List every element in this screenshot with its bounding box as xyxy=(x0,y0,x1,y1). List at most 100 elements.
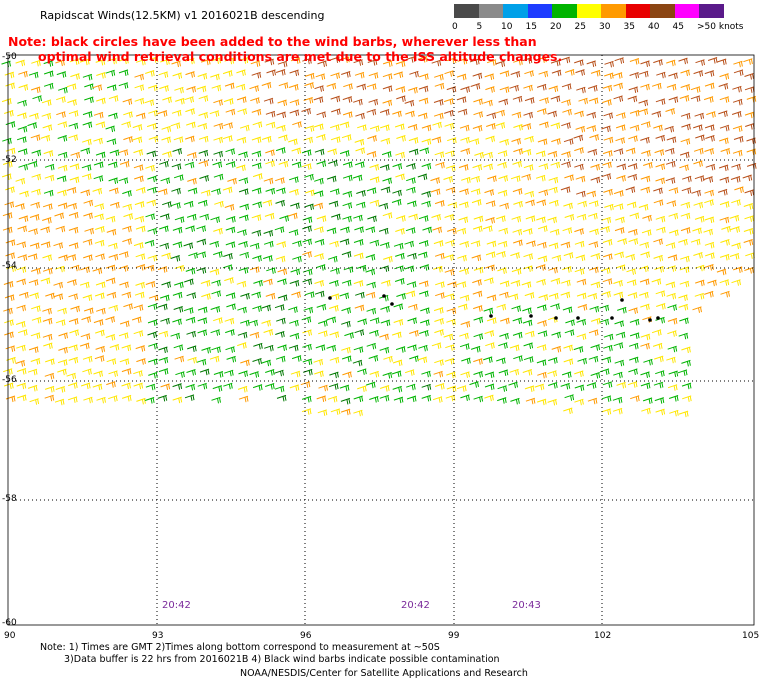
wind-barb xyxy=(108,177,119,184)
wind-barb xyxy=(417,173,428,181)
wind-barb xyxy=(614,57,625,64)
wind-barb xyxy=(408,86,418,94)
wind-barb xyxy=(498,342,508,349)
wind-barb xyxy=(200,189,211,197)
wind-barb xyxy=(393,242,404,250)
wind-barb xyxy=(615,331,626,339)
wind-barb xyxy=(681,359,691,367)
wind-barb xyxy=(446,371,456,379)
wind-barb xyxy=(487,175,497,182)
wind-barb xyxy=(57,368,67,376)
wind-barb xyxy=(744,86,755,93)
wind-barb xyxy=(445,164,456,172)
wind-barb xyxy=(174,281,184,289)
wind-barb xyxy=(314,238,325,246)
wind-barb xyxy=(200,280,211,287)
wind-barb xyxy=(431,59,442,67)
wind-barb xyxy=(303,368,313,376)
wind-barb xyxy=(408,148,419,156)
wind-barb xyxy=(106,358,117,365)
wind-barb xyxy=(30,332,41,339)
wind-barb xyxy=(133,164,144,171)
wind-barb xyxy=(249,85,259,92)
wind-barb xyxy=(81,173,92,180)
wind-barb xyxy=(68,382,78,389)
wind-barb xyxy=(316,160,327,168)
wind-barb xyxy=(225,292,236,299)
wind-barb xyxy=(213,371,224,378)
wind-barb xyxy=(680,112,691,120)
wind-barb xyxy=(640,342,650,350)
wind-barb xyxy=(642,397,653,404)
wind-barb xyxy=(223,382,233,390)
wind-barb xyxy=(629,124,640,132)
wind-barb xyxy=(162,201,172,208)
wind-barb xyxy=(326,316,337,324)
wind-barb xyxy=(445,344,455,351)
wind-barb xyxy=(522,319,533,327)
wind-barb xyxy=(108,112,118,120)
wind-barb xyxy=(198,135,209,143)
wind-barb xyxy=(639,278,650,286)
wind-barb xyxy=(29,214,40,221)
wind-barb xyxy=(396,215,406,222)
wind-barb xyxy=(678,294,688,301)
wind-barb xyxy=(393,303,404,310)
wind-barb xyxy=(356,190,366,197)
wind-barb xyxy=(369,396,379,403)
wind-barb xyxy=(82,294,93,301)
wind-barb xyxy=(695,134,705,142)
wind-barb xyxy=(342,174,353,182)
wind-barb xyxy=(369,176,380,183)
wind-barb xyxy=(19,291,29,299)
wind-barb xyxy=(629,356,639,364)
wind-barb xyxy=(485,264,495,272)
wind-barb xyxy=(18,163,28,171)
wind-barb xyxy=(123,303,133,310)
wind-barb xyxy=(16,394,27,402)
wind-barb xyxy=(561,371,572,378)
wind-barb xyxy=(135,112,146,120)
wind-barb xyxy=(536,278,546,286)
wind-barb xyxy=(95,121,106,128)
wind-barb xyxy=(68,318,79,325)
wind-barb xyxy=(105,316,115,323)
wind-barb xyxy=(500,317,510,325)
wind-barb xyxy=(223,253,233,260)
wind-barb xyxy=(160,58,170,66)
wind-barb xyxy=(434,383,445,390)
wind-barb xyxy=(617,306,627,314)
wind-barb xyxy=(183,307,194,314)
wind-barb xyxy=(396,95,406,102)
wind-barb xyxy=(16,304,26,312)
wind-barb xyxy=(470,175,481,183)
wind-barb xyxy=(382,60,393,67)
wind-barb xyxy=(430,177,440,184)
wind-barb xyxy=(677,369,688,376)
legend-label: 0 xyxy=(452,22,458,32)
wind-barb xyxy=(93,370,103,378)
wind-barb xyxy=(512,317,523,324)
wind-barb xyxy=(460,321,471,328)
wind-barb xyxy=(653,124,663,132)
wind-barb xyxy=(147,254,158,262)
wind-barb xyxy=(379,164,390,171)
wind-barb xyxy=(213,136,223,144)
wind-barb xyxy=(590,163,600,171)
wind-barb xyxy=(18,84,29,91)
wind-barb xyxy=(249,331,260,339)
wind-barb xyxy=(574,110,584,118)
wind-barb xyxy=(264,212,275,220)
wind-barb xyxy=(316,134,326,141)
wind-barb xyxy=(626,279,637,286)
wind-barb xyxy=(626,268,636,275)
wind-barb xyxy=(525,215,536,222)
wind-barb xyxy=(665,108,675,115)
wind-barb xyxy=(405,290,416,298)
wind-barb xyxy=(496,303,507,311)
wind-barb xyxy=(704,199,714,206)
wind-barb xyxy=(289,109,300,117)
wind-barb xyxy=(550,95,561,103)
wind-barb xyxy=(536,264,546,271)
wind-barb xyxy=(704,70,715,77)
